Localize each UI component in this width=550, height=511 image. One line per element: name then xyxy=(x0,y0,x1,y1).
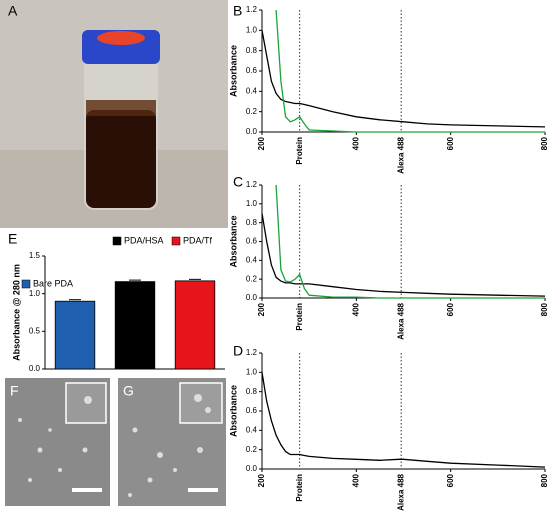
panel-label: G xyxy=(123,383,134,399)
y-tick-label: 1.2 xyxy=(246,180,258,189)
legend-swatch xyxy=(21,279,31,289)
sem-f: F xyxy=(5,378,110,506)
y-tick-label: 0.0 xyxy=(246,464,258,473)
annotation-label: Protein xyxy=(295,303,304,331)
y-axis-label: Absorbance xyxy=(228,385,238,437)
panel-label: B xyxy=(233,3,242,19)
panel-label: A xyxy=(8,3,18,19)
y-tick-label: 0.8 xyxy=(246,46,258,55)
y-tick-label: 1.0 xyxy=(246,25,258,34)
x-tick-label: 800 xyxy=(540,473,549,487)
y-tick-label: 0.5 xyxy=(29,326,41,335)
y-axis-label: Absorbance xyxy=(228,45,238,97)
annotation-label: Alexa 488 xyxy=(396,302,405,339)
panel-label: E xyxy=(8,231,17,247)
annotation-label: Protein xyxy=(295,474,304,502)
panel-label: C xyxy=(233,174,243,190)
y-tick-label: 0.6 xyxy=(246,406,258,415)
line-series xyxy=(261,30,546,128)
annotation-label: Alexa 488 xyxy=(396,473,405,510)
x-tick-label: 400 xyxy=(351,136,360,150)
y-tick-label: 0.0 xyxy=(29,364,41,373)
y-tick-label: 0.6 xyxy=(246,237,258,246)
line-series xyxy=(275,9,545,133)
y-tick-label: 0.8 xyxy=(246,218,258,227)
x-tick-label: 200 xyxy=(257,302,266,316)
y-tick-label: 0.0 xyxy=(246,127,258,136)
x-tick-label: 600 xyxy=(446,136,455,150)
x-tick-label: 600 xyxy=(446,473,455,487)
x-tick-label: 200 xyxy=(257,136,266,150)
y-tick-label: 1.2 xyxy=(246,5,258,14)
panel-label: F xyxy=(10,383,19,399)
y-tick-label: 0.0 xyxy=(246,293,258,302)
panel-label: D xyxy=(233,343,243,359)
bar xyxy=(114,281,156,370)
x-tick-label: 800 xyxy=(540,136,549,150)
x-tick-label: 800 xyxy=(540,302,549,316)
y-tick-label: 0.6 xyxy=(246,66,258,75)
bar xyxy=(54,300,96,370)
x-tick-label: 200 xyxy=(257,473,266,487)
y-tick-label: 0.2 xyxy=(246,274,258,283)
y-tick-label: 0.4 xyxy=(246,86,258,95)
photo-a: A xyxy=(0,0,228,228)
line-series xyxy=(275,184,545,299)
line-series xyxy=(261,213,546,297)
x-tick-label: 600 xyxy=(446,302,455,316)
y-axis-label: Absorbance @ 280 nm xyxy=(11,264,21,361)
legend-swatch xyxy=(171,236,181,246)
legend-label: Bare PDA xyxy=(33,278,73,288)
y-tick-label: 1.0 xyxy=(29,289,41,298)
x-tick-label: 400 xyxy=(351,473,360,487)
y-tick-label: 0.2 xyxy=(246,445,258,454)
y-tick-label: 0.4 xyxy=(246,255,258,264)
y-tick-label: 1.2 xyxy=(246,348,258,357)
sem-g: G xyxy=(118,378,226,506)
line-series xyxy=(261,372,546,468)
legend-label: PDA/Tf xyxy=(183,235,213,245)
y-tick-label: 0.8 xyxy=(246,387,258,396)
y-tick-label: 1.0 xyxy=(246,367,258,376)
legend-swatch xyxy=(112,236,122,246)
y-tick-label: 0.4 xyxy=(246,425,258,434)
annotation-label: Alexa 488 xyxy=(396,136,405,173)
y-tick-label: 1.0 xyxy=(246,199,258,208)
y-tick-label: 1.5 xyxy=(29,251,41,260)
annotation-label: Protein xyxy=(295,137,304,165)
x-tick-label: 400 xyxy=(351,302,360,316)
legend-label: PDA/HSA xyxy=(124,235,164,245)
y-tick-label: 0.2 xyxy=(246,107,258,116)
y-axis-label: Absorbance xyxy=(228,215,238,267)
bar xyxy=(174,280,216,370)
